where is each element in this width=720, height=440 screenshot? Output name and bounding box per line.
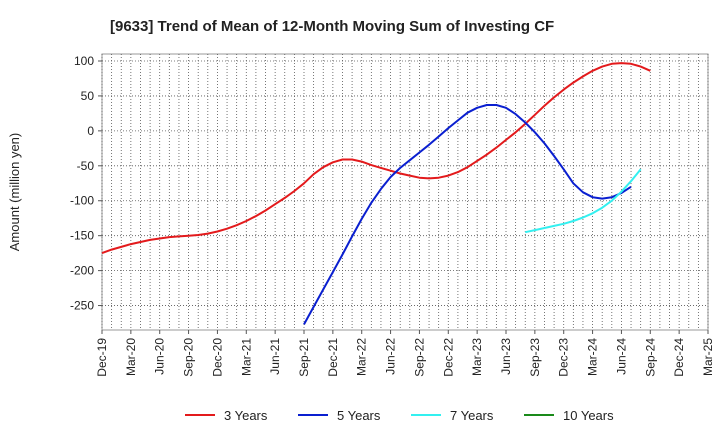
x-tick-label: Mar-22 (355, 338, 369, 376)
series-lines (101, 62, 651, 325)
x-tick-label: Mar-21 (239, 338, 253, 376)
y-tick-label: 50 (81, 89, 95, 103)
legend-item-3: 7 Years (411, 408, 494, 423)
y-tick-label: -200 (70, 264, 94, 278)
x-tick-label: Mar-25 (701, 338, 715, 376)
legend-item-4: 10 Years (524, 408, 614, 423)
x-tick-label: Sep-22 (412, 338, 426, 377)
y-tick-label: -50 (77, 159, 95, 173)
y-axis-label: Amount (million yen) (7, 133, 22, 252)
y-tick-label: -100 (70, 194, 94, 208)
x-tick-label: Mar-24 (586, 338, 600, 376)
series-line-3 (524, 168, 642, 234)
legend-label: 10 Years (563, 408, 614, 423)
legend-item-1: 3 Years (185, 408, 268, 423)
x-tick-label: Sep-21 (297, 338, 311, 377)
x-tick-label: Dec-21 (326, 338, 340, 377)
y-tick-label: -250 (70, 299, 94, 313)
legend-item-2: 5 Years (298, 408, 381, 423)
plot-area (101, 53, 709, 331)
x-tick-label: Jun-23 (499, 338, 513, 375)
x-tick-label: Mar-20 (124, 338, 138, 376)
x-tick-label: Sep-23 (528, 338, 542, 377)
legend: 3 Years 5 Years 7 Years 10 Years (185, 408, 614, 423)
y-tick-label: -150 (70, 229, 94, 243)
grid-lines (101, 54, 709, 330)
x-tick-label: Jun-21 (268, 338, 282, 375)
x-tick-label: Dec-19 (95, 338, 109, 377)
series-line-1 (101, 62, 651, 255)
x-tick-label: Jun-24 (614, 338, 628, 375)
series-line-2 (303, 104, 632, 325)
x-tick-label: Mar-23 (470, 338, 484, 376)
y-tick-label: 0 (87, 124, 94, 138)
x-tick-label: Sep-24 (643, 338, 657, 377)
x-tick-label: Jun-20 (153, 338, 167, 375)
y-axis-ticks: 100 50 0 -50 -100 -150 -200 -250 (70, 54, 102, 313)
y-tick-label: 100 (74, 54, 94, 68)
legend-label: 5 Years (337, 408, 381, 423)
x-tick-label: Dec-24 (672, 338, 686, 377)
x-tick-label: Sep-20 (182, 338, 196, 377)
x-tick-label: Dec-23 (557, 338, 571, 377)
chart-title: [9633] Trend of Mean of 12-Month Moving … (110, 18, 554, 35)
x-tick-label: Dec-20 (210, 338, 224, 377)
legend-label: 3 Years (224, 408, 268, 423)
x-tick-label: Jun-22 (384, 338, 398, 375)
legend-label: 7 Years (450, 408, 494, 423)
x-axis-ticks: Dec-19 Mar-20 Jun-20 Sep-20 Dec-20 Mar-21 Jun-… (95, 330, 715, 377)
x-tick-label: Dec-22 (441, 338, 455, 377)
